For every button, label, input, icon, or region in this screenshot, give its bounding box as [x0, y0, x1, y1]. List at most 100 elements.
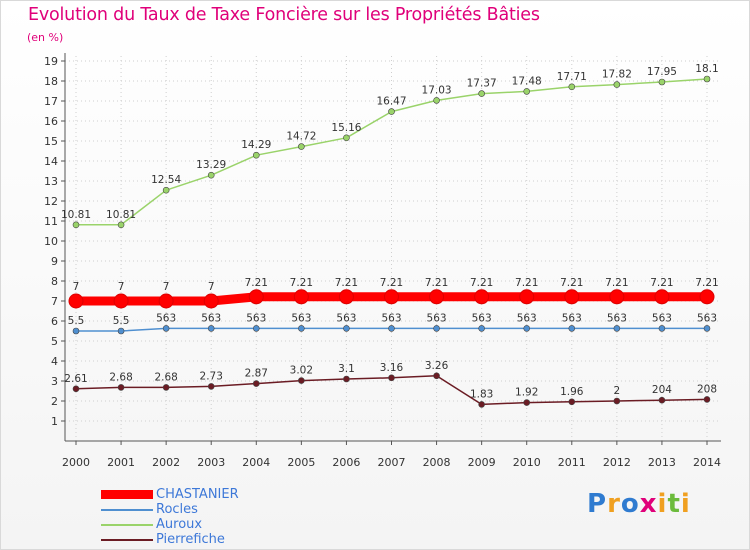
data-point-chastanier	[609, 289, 625, 305]
data-point-auroux	[252, 151, 260, 159]
data-point-chastanier	[68, 293, 84, 309]
data-label-rocles: 563	[201, 312, 221, 324]
data-point-auroux	[343, 134, 350, 142]
y-tick-label: 9	[51, 255, 58, 268]
data-point-chastanier	[113, 293, 129, 309]
y-tick-label: 19	[44, 55, 58, 68]
data-point-rocles	[658, 325, 666, 332]
data-point-rocles	[703, 325, 711, 332]
data-point-pierrefiche	[523, 399, 531, 406]
y-unit-label: (en %)	[27, 31, 64, 44]
y-tick-label: 18	[44, 75, 58, 88]
data-point-auroux	[568, 83, 576, 91]
data-point-auroux	[72, 221, 80, 229]
data-point-rocles	[343, 325, 350, 332]
data-point-chastanier	[654, 289, 670, 305]
data-point-rocles	[207, 325, 215, 332]
data-label-rocles: 563	[381, 312, 401, 324]
data-label-auroux: 16.47	[376, 96, 406, 108]
legend-label-chastanier: CHASTANIER	[156, 487, 239, 502]
data-point-chastanier	[203, 293, 219, 309]
data-point-pierrefiche	[658, 396, 666, 404]
data-point-auroux	[388, 108, 395, 115]
data-point-chastanier	[248, 289, 264, 305]
y-tick-label: 2	[51, 395, 58, 408]
data-point-pierrefiche	[343, 375, 350, 383]
x-tick-label: 2005	[287, 456, 315, 469]
data-label-pierrefiche: 3.02	[290, 365, 313, 377]
data-point-pierrefiche	[117, 384, 125, 391]
data-label-chastanier: 7.21	[695, 277, 718, 289]
data-label-auroux: 17.71	[557, 71, 587, 83]
data-label-auroux: 17.82	[602, 69, 632, 81]
x-tick-label: 2001	[107, 456, 135, 469]
legend: CHASTANIER Rocles Auroux Pierrefiche	[101, 487, 239, 547]
legend-label-rocles: Rocles	[156, 502, 198, 517]
data-label-auroux: 17.37	[467, 78, 497, 90]
logo-letter: x	[639, 489, 658, 519]
data-point-auroux	[613, 81, 621, 88]
data-point-auroux	[207, 171, 215, 179]
legend-label-auroux: Auroux	[156, 517, 203, 532]
data-label-auroux: 15.16	[331, 122, 361, 134]
data-point-pierrefiche	[388, 374, 395, 382]
logo-letter: i	[680, 489, 691, 519]
data-label-rocles: 563	[562, 312, 582, 324]
x-tick-label: 2002	[152, 456, 180, 469]
data-point-auroux	[703, 75, 711, 83]
y-tick-label: 5	[51, 335, 58, 348]
data-point-rocles	[388, 325, 395, 332]
data-point-pierrefiche	[613, 397, 621, 405]
data-point-auroux	[117, 221, 125, 229]
data-label-auroux: 17.95	[647, 66, 677, 78]
data-label-chastanier: 7.21	[290, 277, 313, 289]
data-label-auroux: 18.1	[695, 63, 718, 75]
x-tick-label: 2008	[423, 456, 451, 469]
legend-label-pierrefiche: Pierrefiche	[156, 532, 225, 547]
data-point-rocles	[523, 325, 531, 332]
data-label-pierrefiche: 1.83	[470, 388, 493, 400]
data-point-chastanier	[158, 293, 174, 309]
x-tick-label: 2007	[378, 456, 406, 469]
x-tick-label: 2013	[648, 456, 676, 469]
data-point-auroux	[433, 97, 440, 104]
data-label-rocles: 563	[652, 312, 672, 324]
data-point-auroux	[523, 88, 531, 95]
data-point-pierrefiche	[298, 377, 305, 384]
data-point-pierrefiche	[433, 372, 440, 380]
logo-letter: t	[667, 489, 681, 519]
data-label-rocles: 563	[246, 312, 266, 324]
data-point-auroux	[298, 143, 305, 150]
data-label-rocles: 5.5	[68, 315, 85, 327]
x-tick-label: 2009	[468, 456, 496, 469]
data-point-chastanier	[699, 289, 715, 305]
data-label-auroux: 13.29	[196, 159, 226, 171]
data-label-chastanier: 7	[163, 281, 170, 293]
logo-letter: i	[657, 489, 668, 519]
y-tick-label: 7	[51, 295, 58, 308]
data-label-rocles: 5.5	[113, 315, 130, 327]
y-tick-label: 1	[51, 415, 58, 428]
data-label-rocles: 563	[472, 312, 492, 324]
data-labels: 5.5 5.5 563 563 563 563 563 563 563 563 563 563 563 5…	[61, 63, 719, 400]
data-label-auroux: 17.03	[422, 84, 452, 96]
y-tick-label: 6	[51, 315, 58, 328]
x-tick-label: 2014	[693, 456, 721, 469]
data-point-rocles	[298, 325, 305, 332]
x-tick-label: 2000	[62, 456, 90, 469]
data-point-rocles	[117, 327, 125, 335]
data-label-pierrefiche: 2.68	[109, 371, 132, 383]
data-point-pierrefiche	[72, 385, 80, 393]
y-tick-label: 4	[51, 355, 58, 368]
data-label-chastanier: 7.21	[425, 277, 448, 289]
data-label-pierrefiche: 2.61	[64, 373, 87, 385]
data-label-rocles: 563	[156, 312, 176, 324]
data-point-chastanier	[384, 289, 399, 305]
y-tick-label: 16	[44, 115, 58, 128]
data-point-chastanier	[474, 289, 490, 305]
data-point-pierrefiche	[207, 383, 215, 390]
x-tick-label: 2006	[332, 456, 360, 469]
x-tick-label: 2011	[558, 456, 586, 469]
